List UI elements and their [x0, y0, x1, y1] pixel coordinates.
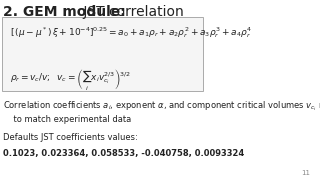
Text: 0.1023, 0.023364, 0.058533, -0.040758, 0.0093324: 0.1023, 0.023364, 0.058533, -0.040758, 0…: [3, 149, 244, 158]
Text: Defaults JST coefficients values:: Defaults JST coefficients values:: [3, 133, 138, 142]
Text: $[\,(\mu - \mu^*)\,\xi + 10^{-4}]^{0.25} = a_0 + a_1\rho_r + a_2\rho_r^2 + a_3\r: $[\,(\mu - \mu^*)\,\xi + 10^{-4}]^{0.25}…: [10, 25, 252, 40]
Text: JST correlation: JST correlation: [79, 5, 184, 19]
FancyBboxPatch shape: [2, 17, 203, 91]
Text: 2. GEM module:: 2. GEM module:: [3, 5, 126, 19]
Text: Correlation coefficients $a_i$, exponent $\alpha$, and component critical volume: Correlation coefficients $a_i$, exponent…: [3, 99, 320, 112]
Text: to match experimental data: to match experimental data: [3, 115, 132, 124]
Text: $\rho_r = v_c/v;\;\; v_c = \left(\sum_i x_i v_{c_i}^{2/3}\right)^{3/2}$: $\rho_r = v_c/v;\;\; v_c = \left(\sum_i …: [10, 67, 131, 92]
Text: 11: 11: [301, 170, 310, 176]
